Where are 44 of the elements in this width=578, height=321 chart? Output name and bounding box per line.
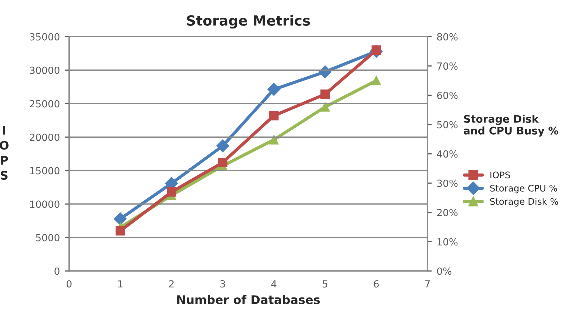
point [218,158,228,168]
y-tick-label: 5000 [36,234,60,242]
point [372,76,382,86]
y-tick-label: 0 [54,268,60,276]
y-tick-label: 30000 [30,66,60,74]
y-axis-title: I O P S [0,126,9,180]
point [116,226,126,236]
point [269,111,279,121]
y2-tick-label: 50% [438,121,458,129]
legend-label: Storage CPU % [490,185,558,194]
x-tick-label: 5 [322,280,328,288]
x-tick-label: 0 [66,280,72,288]
y2-tick-label: 60% [437,92,458,100]
point [320,102,330,112]
chart-title: Storage Metrics [187,15,310,29]
x-tick-label: 4 [272,280,277,288]
y-tick-label: 10000 [30,200,60,208]
point [167,188,176,197]
y2-tick-label: 40% [437,150,458,158]
x-tick-label: 6 [374,280,380,288]
x-axis-title: Number of Databases [178,295,320,304]
x-tick-label: 2 [169,280,174,288]
point [318,66,332,78]
y2-tick-label: 20% [437,209,458,216]
y2-tick-label: 70% [438,62,458,70]
legend-label: IOPS [490,172,510,179]
point [114,212,127,226]
y-tick-label: 20000 [30,134,60,142]
legend-label: Storage Disk % [490,198,558,207]
x-tick-label: 7 [425,280,430,288]
y2-axis-title: Storage Disk and CPU Busy % [464,115,559,137]
y-tick-label: 15000 [30,167,60,175]
y2-tick-label: 30% [437,180,458,188]
y2-tick-label: 10% [438,238,458,246]
point [320,90,330,100]
point [216,140,230,153]
y-tick-label: 25000 [30,100,60,108]
y-tick-label: 35000 [30,33,60,41]
x-tick-label: 3 [220,280,226,288]
point [268,83,281,96]
x-tick-label: 1 [118,280,123,288]
y2-tick-label: 0% [437,268,452,276]
point [269,135,279,145]
y2-tick-label: 80% [437,33,458,41]
